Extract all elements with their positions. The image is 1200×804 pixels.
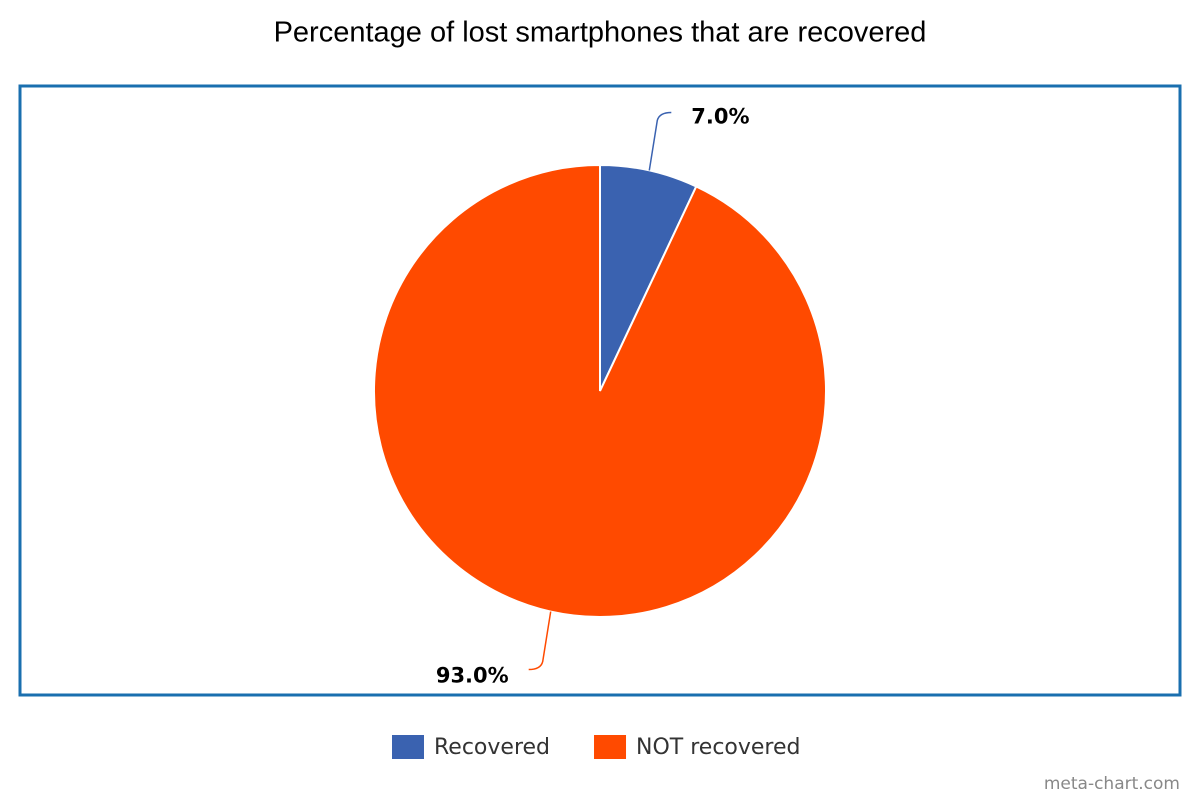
plot-frame bbox=[18, 84, 1182, 697]
watermark: meta-chart.com bbox=[1044, 774, 1180, 794]
leader-line bbox=[528, 611, 552, 671]
legend-label: NOT recovered bbox=[636, 735, 800, 760]
legend-label: Recovered bbox=[434, 735, 550, 760]
legend-swatch bbox=[594, 735, 627, 759]
data-label: 93.0% bbox=[436, 664, 509, 688]
pie-slice bbox=[373, 163, 827, 618]
leader-line bbox=[648, 111, 672, 171]
legend-swatch bbox=[392, 735, 424, 759]
data-label: 7.0% bbox=[691, 104, 749, 128]
chart-title: Percentage of lost smartphones that are … bbox=[274, 17, 927, 49]
